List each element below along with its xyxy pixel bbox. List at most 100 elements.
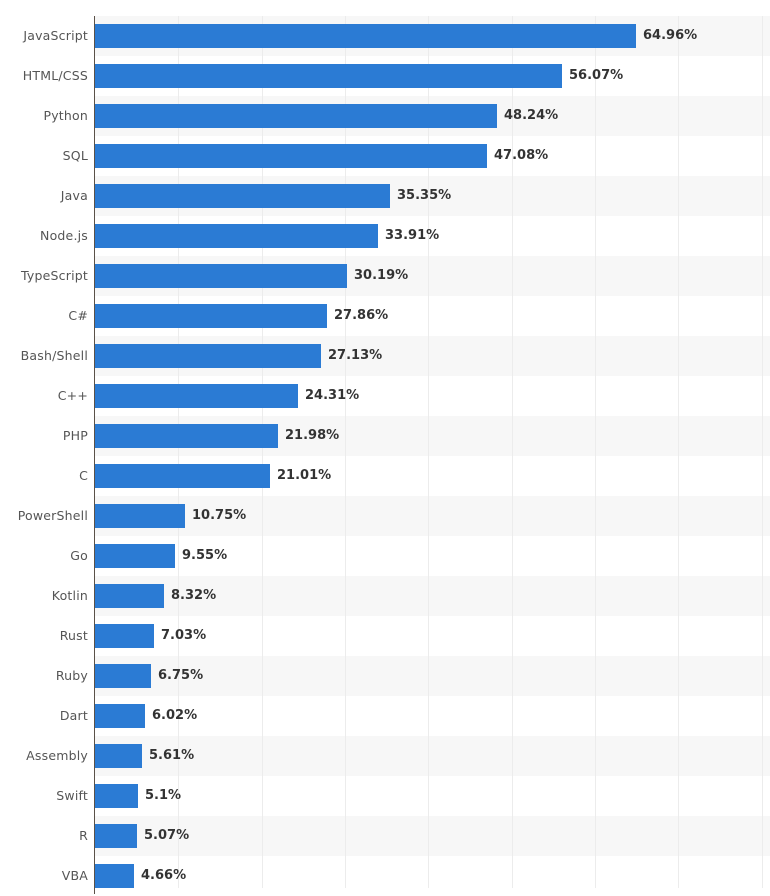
bar-value-label: 10.75% (192, 508, 247, 523)
bar[interactable] (95, 784, 138, 808)
category-label: PowerShell (17, 508, 88, 523)
bar[interactable] (95, 384, 298, 408)
category-label: Rust (59, 628, 88, 643)
category-label: C (79, 468, 88, 483)
bar-row[interactable]: 48.24% (95, 96, 770, 136)
bar-row[interactable]: 35.35% (95, 176, 770, 216)
category-label: TypeScript (21, 268, 88, 283)
bar[interactable] (95, 704, 145, 728)
bar-row[interactable]: 27.86% (95, 296, 770, 336)
bar[interactable] (95, 464, 270, 488)
bar[interactable] (95, 144, 487, 168)
bar-row[interactable]: 10.75% (95, 496, 770, 536)
category-label: Assembly (26, 748, 88, 763)
y-axis-category-labels: JavaScript HTML/CSS Python SQL Java Node.js Ty… (0, 16, 88, 888)
bar-row[interactable]: 6.75% (95, 656, 770, 696)
bar[interactable] (95, 624, 154, 648)
gridline (262, 16, 263, 888)
bar-row[interactable]: 47.08% (95, 136, 770, 176)
bar-value-label: 30.19% (354, 268, 409, 283)
gridline (595, 16, 596, 888)
bar-row[interactable]: 7.03% (95, 616, 770, 656)
bar-row[interactable]: 6.02% (95, 696, 770, 736)
row-band (95, 656, 770, 696)
bar[interactable] (95, 104, 497, 128)
row-band (95, 816, 770, 856)
bar-row[interactable]: 30.19% (95, 256, 770, 296)
bar-value-label: 5.61% (149, 748, 195, 763)
category-label: Ruby (55, 668, 88, 683)
category-label: Go (70, 548, 88, 563)
bar-row[interactable]: 64.96% (95, 16, 770, 56)
gridline (345, 16, 346, 888)
bar[interactable] (95, 864, 134, 888)
bar[interactable] (95, 264, 347, 288)
bar-row[interactable]: 56.07% (95, 56, 770, 96)
category-label: VBA (61, 868, 88, 883)
bar-row[interactable]: 27.13% (95, 336, 770, 376)
bar[interactable] (95, 824, 137, 848)
bar[interactable] (95, 664, 151, 688)
bar-value-label: 6.02% (152, 708, 198, 723)
bar-value-label: 48.24% (504, 108, 559, 123)
category-label: C# (68, 308, 88, 323)
row-band (95, 496, 770, 536)
gridline (678, 16, 679, 888)
bar[interactable] (95, 64, 562, 88)
bar[interactable] (95, 224, 378, 248)
gridline (428, 16, 429, 888)
bar-value-label: 64.96% (643, 28, 698, 43)
y-axis-spine (94, 16, 95, 894)
bar[interactable] (95, 424, 278, 448)
gridline (178, 16, 179, 888)
category-label: JavaScript (23, 28, 88, 43)
category-label: Bash/Shell (20, 348, 88, 363)
category-label: SQL (62, 148, 88, 163)
bar-value-label: 4.66% (141, 868, 187, 883)
category-label: Kotlin (51, 588, 88, 603)
bar[interactable] (95, 504, 185, 528)
bar-row[interactable]: 24.31% (95, 376, 770, 416)
gridline (512, 16, 513, 888)
bar-row[interactable]: 33.91% (95, 216, 770, 256)
category-label: PHP (62, 428, 88, 443)
bar-row[interactable]: 4.66% (95, 856, 770, 888)
bar-row[interactable]: 9.55% (95, 536, 770, 576)
vertical-gridline-layer (95, 16, 770, 888)
plot-area: 64.96% 56.07% 48.24% 47.08% 35.35% 33.91% 30.1… (95, 16, 770, 888)
category-label: Python (43, 108, 88, 123)
category-label: Swift (56, 788, 88, 803)
bar[interactable] (95, 344, 321, 368)
category-label: HTML/CSS (22, 68, 88, 83)
bar-row[interactable]: 5.1% (95, 776, 770, 816)
bar-value-label: 27.13% (328, 348, 383, 363)
row-band (95, 736, 770, 776)
gridline (762, 16, 763, 888)
bar-value-label: 24.31% (305, 388, 360, 403)
bar[interactable] (95, 24, 636, 48)
bar-value-label: 8.32% (171, 588, 217, 603)
bar[interactable] (95, 744, 142, 768)
bar[interactable] (95, 184, 390, 208)
bar-value-label: 9.55% (182, 548, 228, 563)
category-label: Java (60, 188, 88, 203)
category-label: C++ (57, 388, 88, 403)
bar-row[interactable]: 5.61% (95, 736, 770, 776)
bar-value-label: 27.86% (334, 308, 389, 323)
row-band (95, 576, 770, 616)
bar[interactable] (95, 544, 175, 568)
bar-row[interactable]: 21.98% (95, 416, 770, 456)
bar-row[interactable]: 5.07% (95, 816, 770, 856)
category-label: Node.js (40, 228, 88, 243)
bar-value-label: 33.91% (385, 228, 440, 243)
bar[interactable] (95, 304, 327, 328)
bar-value-label: 47.08% (494, 148, 549, 163)
bar-value-label: 35.35% (397, 188, 452, 203)
bar[interactable] (95, 584, 164, 608)
bar-value-label: 21.98% (285, 428, 340, 443)
bar-row[interactable]: 8.32% (95, 576, 770, 616)
bar-row[interactable]: 21.01% (95, 456, 770, 496)
bar-value-label: 56.07% (569, 68, 624, 83)
bar-value-label: 5.07% (144, 828, 190, 843)
